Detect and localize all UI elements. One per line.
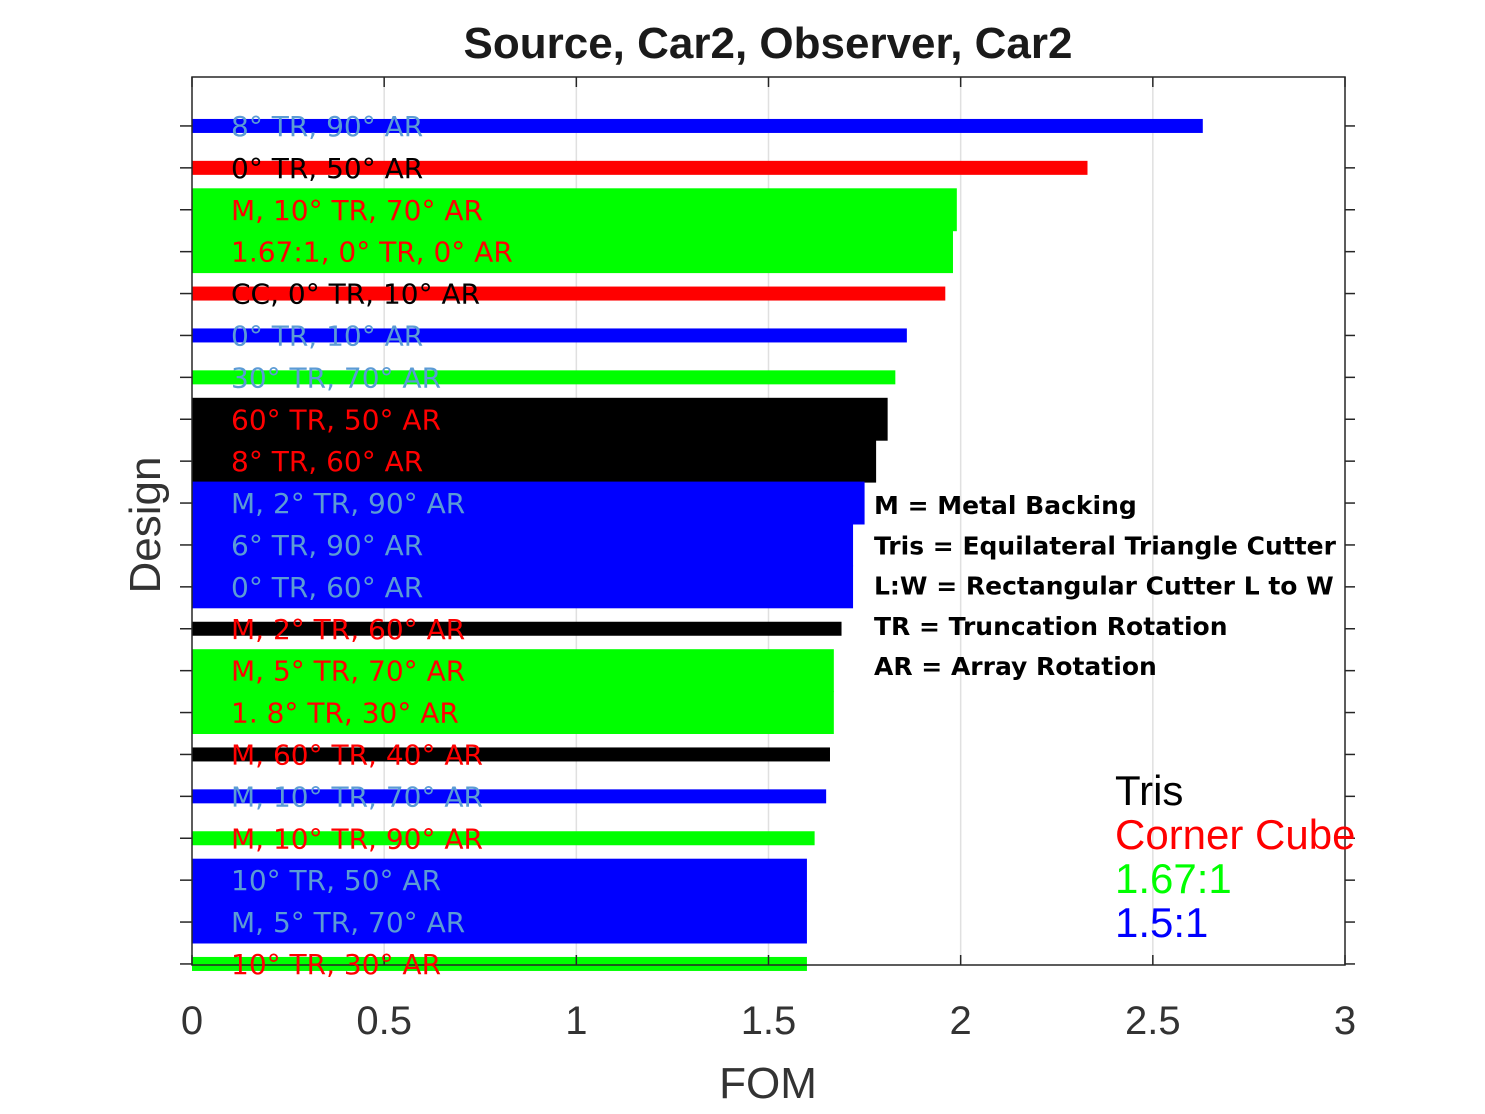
bar-0-tr-10-ar bbox=[192, 328, 907, 343]
bar-label: M, 5° TR, 70° AR bbox=[231, 655, 465, 688]
bar-label: 6° TR, 90° AR bbox=[231, 529, 423, 562]
note-line: L:W = Rectangular Cutter L to W bbox=[874, 572, 1334, 601]
bar-cc-0-tr-10-ar bbox=[192, 286, 946, 301]
bar-m-10-tr-90-ar bbox=[192, 831, 815, 846]
bar-0-tr-50-ar bbox=[192, 160, 1088, 175]
bar-label: M, 2° TR, 90° AR bbox=[231, 487, 465, 520]
bar-label: M, 10° TR, 70° AR bbox=[231, 194, 483, 227]
x-axis-label: FOM bbox=[719, 1059, 817, 1108]
bar-label: 0° TR, 10° AR bbox=[231, 319, 423, 352]
note-line: TR = Truncation Rotation bbox=[874, 612, 1228, 641]
x-ticks: 0 0.5 1 1.5 2 2.5 3 bbox=[181, 77, 1356, 1043]
bar-m-2-tr-90-ar bbox=[192, 481, 865, 525]
y-ticks bbox=[180, 125, 1355, 965]
bar-label: 10° TR, 50° AR bbox=[231, 864, 441, 897]
bar-1-67-1-0-tr-0-ar bbox=[192, 230, 953, 274]
bar-m-5-tr-70-ar bbox=[192, 649, 834, 693]
bar-m-60-tr-40-ar bbox=[192, 747, 830, 762]
bar-10-tr-30-ar bbox=[192, 956, 807, 971]
bar-label: 1.67:1, 0° TR, 0° AR bbox=[231, 236, 513, 269]
bar-30-tr-70-ar bbox=[192, 370, 896, 385]
bar-10-tr-50-ar bbox=[192, 858, 807, 902]
x-tick-label: 0 bbox=[181, 999, 203, 1043]
bar-label: M, 5° TR, 70° AR bbox=[231, 906, 465, 939]
x-tick-label: 0.5 bbox=[356, 999, 412, 1043]
bar-label: 8° TR, 90° AR bbox=[231, 110, 423, 143]
bar-m-5-tr-70-ar bbox=[192, 900, 807, 944]
note-line: M = Metal Backing bbox=[874, 491, 1137, 520]
bars-group bbox=[192, 118, 1203, 971]
bar-8-tr-90-ar bbox=[192, 118, 1203, 133]
bar-label: M, 60° TR, 40° AR bbox=[231, 738, 483, 771]
bar-label: M, 10° TR, 70° AR bbox=[231, 780, 483, 813]
bar-label: 0° TR, 60° AR bbox=[231, 571, 423, 604]
y-axis-label: Design bbox=[121, 457, 170, 594]
bar-label: M, 2° TR, 60° AR bbox=[231, 613, 465, 646]
x-tick-label: 1 bbox=[565, 999, 587, 1043]
bar-labels: 8° TR, 90° AR 0° TR, 50° AR M, 10° TR, 70°… bbox=[231, 110, 513, 981]
bar-label: 8° TR, 60° AR bbox=[231, 445, 423, 478]
bar-label: 0° TR, 50° AR bbox=[231, 152, 423, 185]
bar-m-2-tr-60-ar bbox=[192, 621, 842, 636]
bar-1-8-tr-30-ar bbox=[192, 691, 834, 734]
chart-title: Source, Car2, Observer, Car2 bbox=[464, 19, 1073, 68]
abbreviation-notes: M = Metal Backing Tris = Equilateral Tria… bbox=[874, 491, 1337, 681]
legend-entry-1-5-1: 1.5:1 bbox=[1115, 899, 1208, 946]
legend-entry-1-67-1: 1.67:1 bbox=[1115, 855, 1232, 902]
bar-0-tr-60-ar bbox=[192, 565, 854, 609]
bar-label: 1. 8° TR, 30° AR bbox=[231, 697, 459, 730]
bar-label: M, 10° TR, 90° AR bbox=[231, 822, 483, 855]
legend-entry-tris: Tris bbox=[1115, 767, 1183, 814]
x-tick-label: 1.5 bbox=[741, 999, 797, 1043]
legend-entry-corner-cube: Corner Cube bbox=[1115, 811, 1355, 858]
bar-label: 30° TR, 70° AR bbox=[231, 361, 441, 394]
x-tick-label: 2 bbox=[950, 999, 972, 1043]
bar-6-tr-90-ar bbox=[192, 523, 854, 567]
note-line: AR = Array Rotation bbox=[874, 652, 1157, 681]
bar-label: CC, 0° TR, 10° AR bbox=[231, 278, 480, 311]
note-line: Tris = Equilateral Triangle Cutter bbox=[874, 531, 1337, 560]
bar-60-tr-50-ar bbox=[192, 397, 888, 441]
x-tick-label: 3 bbox=[1334, 999, 1356, 1043]
bar-m-10-tr-70-ar bbox=[192, 789, 827, 804]
bar-m-10-tr-70-ar bbox=[192, 188, 957, 232]
bar-8-tr-60-ar bbox=[192, 439, 877, 483]
bar-label: 10° TR, 30° AR bbox=[231, 948, 441, 981]
bar-label: 60° TR, 50° AR bbox=[231, 403, 441, 436]
x-tick-label: 2.5 bbox=[1125, 999, 1181, 1043]
